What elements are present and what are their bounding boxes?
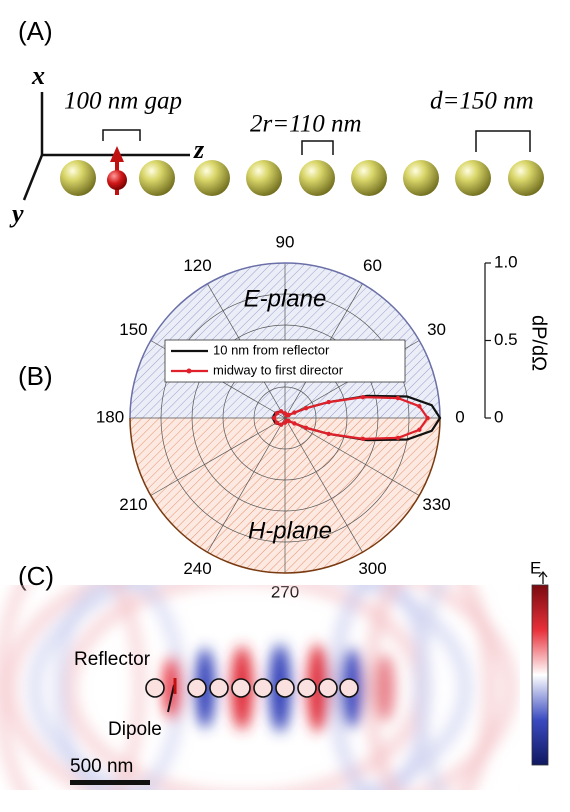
theta-tick-label: 30 (427, 320, 446, 339)
marker (360, 394, 366, 400)
r-tick-label: 0 (494, 407, 503, 426)
marker (278, 422, 284, 427)
r-tick-label: 0.5 (494, 330, 518, 349)
field-map (0, 585, 517, 790)
scale-bar-label: 500 nm (70, 756, 133, 777)
theta-tick-label: 60 (363, 256, 382, 275)
nanoparticles (60, 160, 544, 196)
outline-lower (129, 417, 441, 574)
marker (282, 411, 288, 416)
legend-label: 10 nm from reflector (213, 342, 330, 357)
bracket (102, 129, 531, 155)
annotation: 100 nm gap (64, 88, 182, 115)
grid-spoke (284, 417, 420, 496)
marker (274, 420, 280, 425)
annotation: 2r=110 nm (250, 111, 362, 138)
marker (425, 415, 430, 421)
theta-tick-label: 150 (119, 320, 147, 339)
panel-label: (A) (18, 16, 53, 46)
marker (278, 409, 284, 414)
marker (326, 431, 331, 437)
marker (292, 410, 297, 415)
polar-plot: 0306090120150180210240270300330E-planeH-… (96, 232, 550, 601)
marker (303, 425, 309, 431)
theta-tick-label: 0 (455, 407, 464, 426)
theta-tick-label: 120 (183, 256, 211, 275)
annotation: E-plane (244, 285, 327, 312)
colorbar: E (530, 558, 549, 766)
marker (303, 405, 309, 411)
annotation: Dipole (108, 719, 162, 740)
marker (292, 421, 297, 426)
scale-bar (70, 780, 150, 785)
r-tick-label: 1.0 (494, 252, 518, 271)
marker (395, 395, 401, 401)
marker (360, 436, 366, 442)
marker (271, 415, 277, 421)
theta-tick-label: 300 (358, 559, 386, 578)
axis-label: z (193, 135, 205, 164)
panel-label: (B) (18, 361, 53, 391)
grid-spoke (150, 417, 286, 496)
annotation: d=150 nm (430, 88, 534, 115)
nanoparticles (145, 678, 359, 698)
annotation: H-plane (248, 517, 332, 544)
legend (164, 339, 406, 383)
marker (417, 427, 422, 432)
grid-spoke (207, 417, 286, 553)
marker (274, 411, 280, 416)
theta-tick-label: 210 (119, 495, 147, 514)
theta-tick-label: 180 (96, 407, 124, 426)
r-axis-label: dP/dΩ (528, 315, 550, 371)
colorbar-label: E (530, 558, 541, 577)
theta-tick-label: 240 (183, 559, 211, 578)
theta-tick-label: 330 (422, 495, 450, 514)
axis-label: x (31, 61, 45, 90)
marker (395, 435, 401, 441)
dipole (107, 146, 127, 195)
legend-label: midway to first director (213, 362, 344, 377)
marker (326, 399, 331, 405)
dipole-marker (167, 678, 177, 713)
outline-upper (129, 262, 441, 419)
marker (417, 404, 422, 409)
marker (286, 418, 291, 424)
annotation: Reflector (74, 649, 151, 670)
theta-tick-label: 90 (276, 232, 295, 251)
axis-label: y (9, 199, 24, 228)
legend-marker (186, 368, 192, 374)
grid-spoke (284, 417, 363, 553)
